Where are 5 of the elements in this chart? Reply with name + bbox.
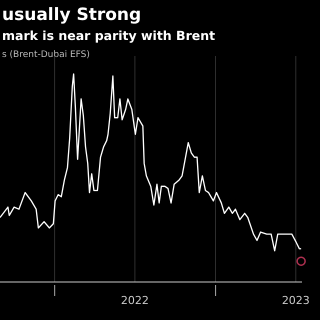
chart-subtitle: mark is near parity with Brent (2, 28, 216, 43)
y-axis-title: s (Brent-Dubai EFS) (2, 50, 90, 60)
x-tick-label: 2022 (120, 294, 149, 307)
x-tick-label: 2023 (282, 294, 310, 307)
chart-title: usually Strong (2, 5, 142, 25)
